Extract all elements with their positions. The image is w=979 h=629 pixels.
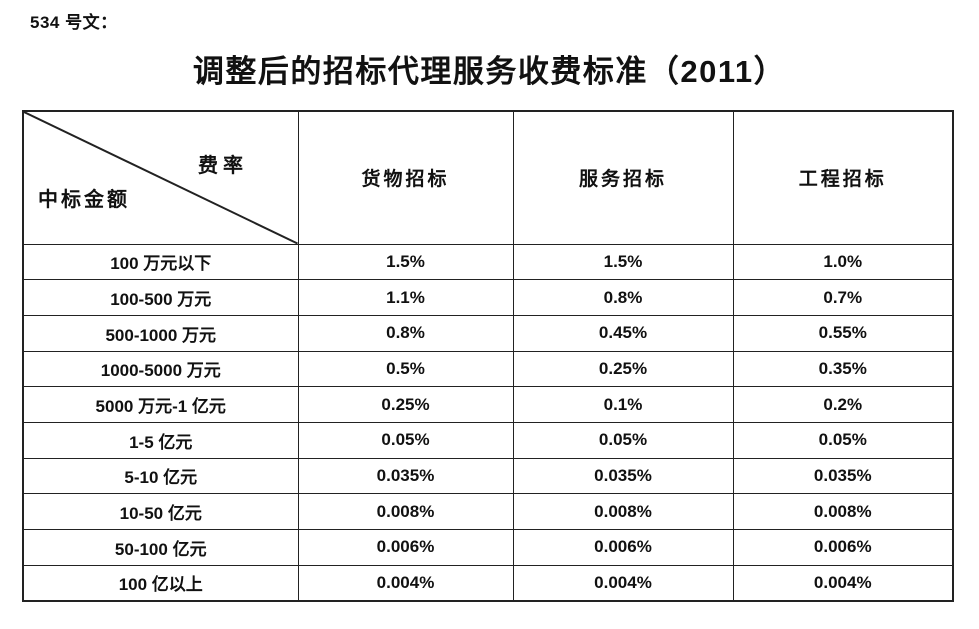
rate-value-cell: 0.006%	[732, 529, 954, 566]
rate-value-cell: 0.035%	[297, 457, 514, 495]
column-header-goods-bidding: 货物招标	[297, 110, 514, 245]
row-label-amount-range: 100 亿以上	[22, 564, 299, 602]
table-row: 5000 万元-1 亿元 0.25% 0.1% 0.2%	[22, 386, 954, 423]
rate-value-cell: 0.006%	[512, 529, 734, 566]
page-title: 调整后的招标代理服务收费标准（2011）	[192, 54, 787, 89]
table-row: 100 万元以下 1.5% 1.5% 1.0%	[22, 243, 954, 281]
column-header-engineering-bidding: 工程招标	[732, 110, 954, 245]
rate-value-cell: 1.0%	[732, 243, 954, 281]
rate-value-cell: 0.004%	[732, 564, 954, 602]
rate-value-cell: 0.2%	[732, 386, 954, 423]
table-row: 500-1000 万元 0.8% 0.45% 0.55%	[22, 314, 954, 352]
corner-label-amount: 中标金额	[38, 189, 130, 211]
row-label-amount-range: 1000-5000 万元	[22, 350, 299, 388]
fee-table-body: 100 万元以下 1.5% 1.5% 1.0% 100-500 万元 1.1% 0.8% 0.…	[22, 243, 954, 602]
table-row: 1-5 亿元 0.05% 0.05% 0.05%	[22, 421, 954, 459]
row-label-amount-range: 5000 万元-1 亿元	[22, 386, 299, 423]
rate-value-cell: 0.8%	[512, 279, 734, 316]
table-row: 50-100 亿元 0.006% 0.006% 0.006%	[22, 529, 954, 566]
rate-value-cell: 0.55%	[732, 314, 954, 352]
rate-value-cell: 0.25%	[297, 386, 514, 423]
rate-value-cell: 0.008%	[512, 493, 734, 530]
rate-value-cell: 0.1%	[512, 386, 734, 423]
rate-value-cell: 1.5%	[297, 243, 514, 281]
rate-value-cell: 0.8%	[297, 314, 514, 352]
corner-label-rate: 费率	[198, 155, 248, 177]
rate-value-cell: 0.35%	[732, 350, 954, 388]
row-label-amount-range: 100-500 万元	[22, 279, 299, 316]
fee-table: 费率 中标金额 货物招标 服务招标 工程招标 100 万元以下 1.5% 1.5% 1…	[22, 110, 954, 602]
rate-value-cell: 1.5%	[512, 243, 734, 281]
table-row: 100-500 万元 1.1% 0.8% 0.7%	[22, 279, 954, 316]
row-label-amount-range: 5-10 亿元	[22, 457, 299, 495]
rate-value-cell: 0.006%	[297, 529, 514, 566]
corner-header-cell: 费率 中标金额	[22, 110, 299, 245]
row-label-amount-range: 10-50 亿元	[22, 493, 299, 530]
rate-value-cell: 0.004%	[512, 564, 734, 602]
rate-value-cell: 0.5%	[297, 350, 514, 388]
rate-value-cell: 0.05%	[732, 421, 954, 459]
row-label-amount-range: 50-100 亿元	[22, 529, 299, 566]
table-row: 100 亿以上 0.004% 0.004% 0.004%	[22, 564, 954, 602]
rate-value-cell: 0.035%	[512, 457, 734, 495]
row-label-amount-range: 500-1000 万元	[22, 314, 299, 352]
rate-value-cell: 0.05%	[297, 421, 514, 459]
header-row: 费率 中标金额 货物招标 服务招标 工程招标	[22, 110, 954, 245]
row-label-amount-range: 100 万元以下	[22, 243, 299, 281]
table-row: 5-10 亿元 0.035% 0.035% 0.035%	[22, 457, 954, 495]
rate-value-cell: 0.7%	[732, 279, 954, 316]
row-label-amount-range: 1-5 亿元	[22, 421, 299, 459]
rate-value-cell: 0.25%	[512, 350, 734, 388]
rate-value-cell: 0.008%	[732, 493, 954, 530]
rate-value-cell: 0.008%	[297, 493, 514, 530]
doc-number: 534 号文：	[30, 13, 118, 32]
table-row: 10-50 亿元 0.008% 0.008% 0.008%	[22, 493, 954, 530]
rate-value-cell: 1.1%	[297, 279, 514, 316]
rate-value-cell: 0.004%	[297, 564, 514, 602]
table-row: 1000-5000 万元 0.5% 0.25% 0.35%	[22, 350, 954, 388]
rate-value-cell: 0.45%	[512, 314, 734, 352]
rate-value-cell: 0.05%	[512, 421, 734, 459]
column-header-service-bidding: 服务招标	[512, 110, 734, 245]
rate-value-cell: 0.035%	[732, 457, 954, 495]
diagonal-divider-line	[24, 112, 298, 244]
